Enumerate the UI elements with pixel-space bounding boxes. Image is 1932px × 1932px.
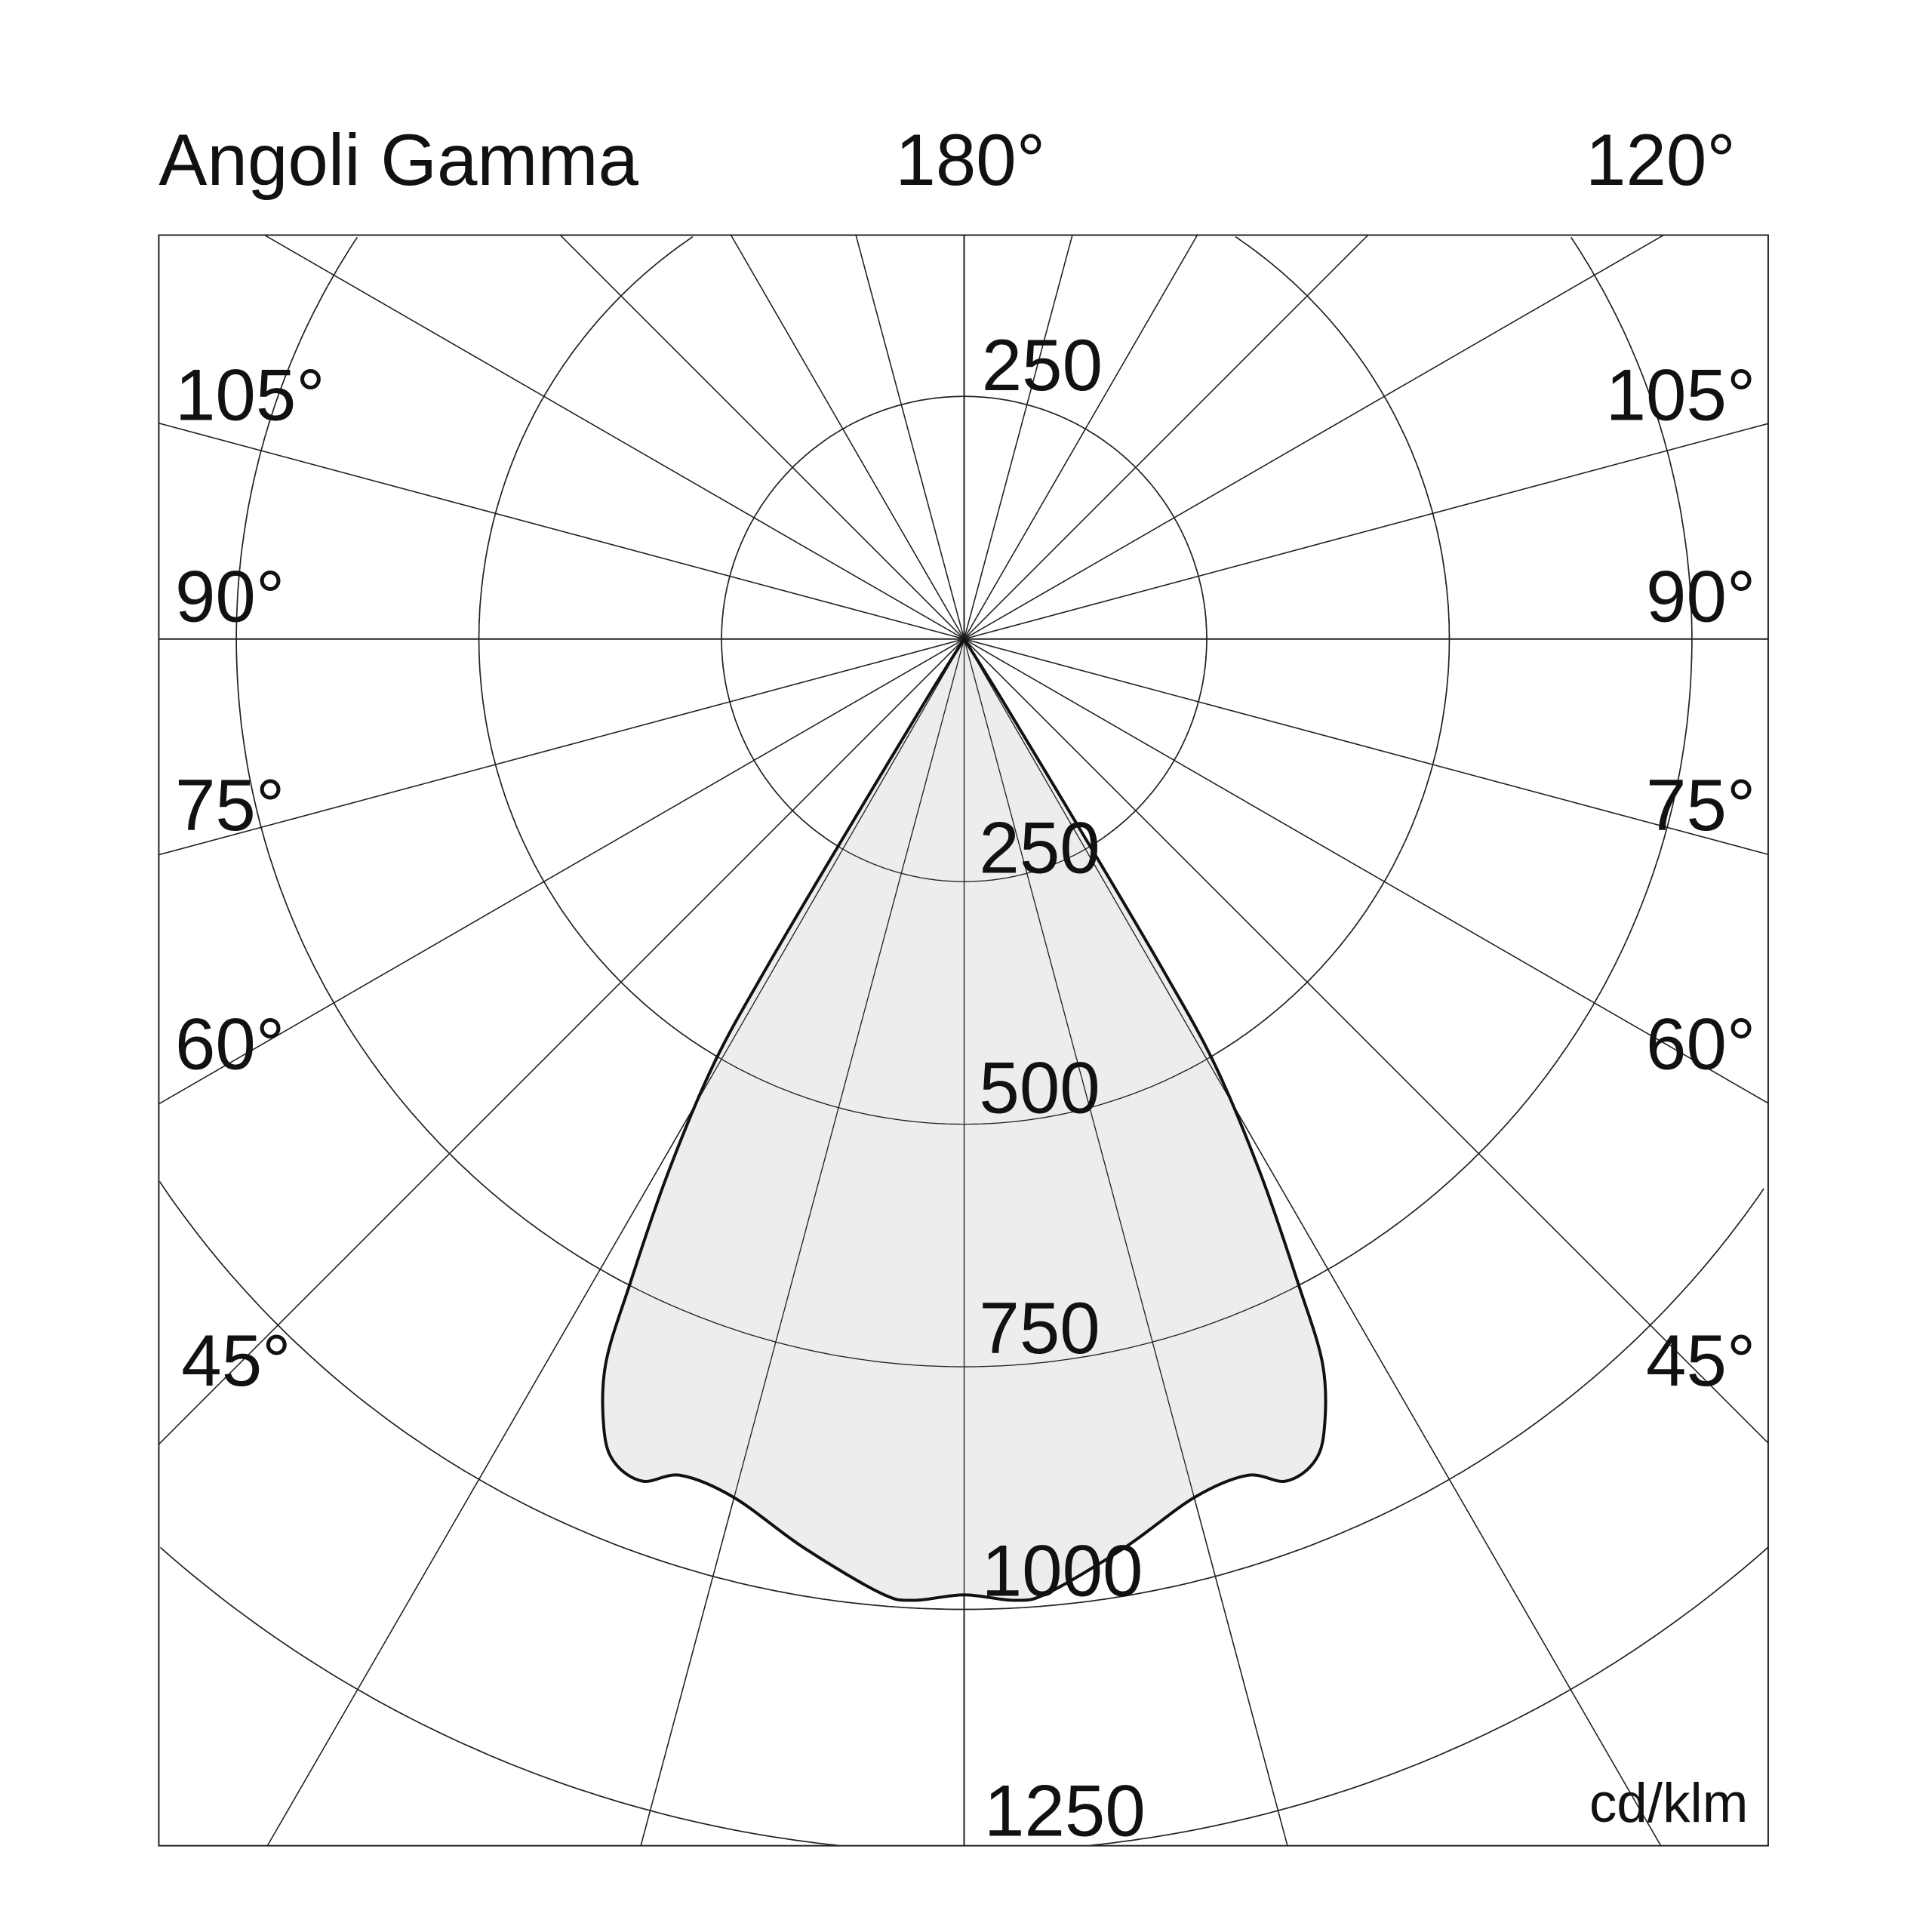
grid-spoke xyxy=(158,235,1369,1445)
top-label-180: 180° xyxy=(895,120,1045,201)
top-label-120: 120° xyxy=(1586,120,1736,201)
grid-ring xyxy=(160,1546,1768,1846)
grid-ring xyxy=(478,236,1451,1125)
grid-spoke xyxy=(855,235,1288,1846)
grid-spoke xyxy=(266,235,1198,1847)
radial-tick-label: 1250 xyxy=(984,1770,1146,1851)
angle-label-right: 90° xyxy=(1646,557,1755,638)
angle-label-right: 60° xyxy=(1646,1004,1755,1085)
grid-ring xyxy=(235,237,1693,1367)
intensity-line xyxy=(601,635,1327,1602)
angle-label-right: 45° xyxy=(1646,1321,1755,1401)
angle-label-left: 45° xyxy=(181,1321,291,1401)
angle-label-left: 90° xyxy=(175,557,285,638)
angle-label-right: 75° xyxy=(1646,765,1755,846)
grid-spoke xyxy=(264,234,1769,1104)
grid-spoke xyxy=(559,235,1769,1444)
unit-label: cd/klm xyxy=(1589,1773,1749,1834)
angle-label-left: 75° xyxy=(175,765,285,846)
radial-tick-label: 750 xyxy=(979,1288,1100,1369)
grid-ring xyxy=(159,1181,1764,1611)
radial-tick-label: 1000 xyxy=(982,1531,1143,1611)
chart-title: Angoli Gamma xyxy=(158,120,638,201)
grid-spoke xyxy=(640,235,1073,1846)
radial-tick-label: 250 xyxy=(982,325,1103,406)
grid-spoke xyxy=(158,234,1664,1105)
chart-frame xyxy=(158,234,1769,1847)
intensity-curve xyxy=(158,234,1769,1847)
angle-label-right: 105° xyxy=(1606,355,1756,436)
angle-label-left: 105° xyxy=(175,355,325,436)
radial-tick-label: 500 xyxy=(979,1048,1100,1129)
grid-spoke xyxy=(730,235,1662,1847)
angle-label-left: 60° xyxy=(175,1004,285,1085)
radial-tick-label: 250 xyxy=(979,808,1100,889)
